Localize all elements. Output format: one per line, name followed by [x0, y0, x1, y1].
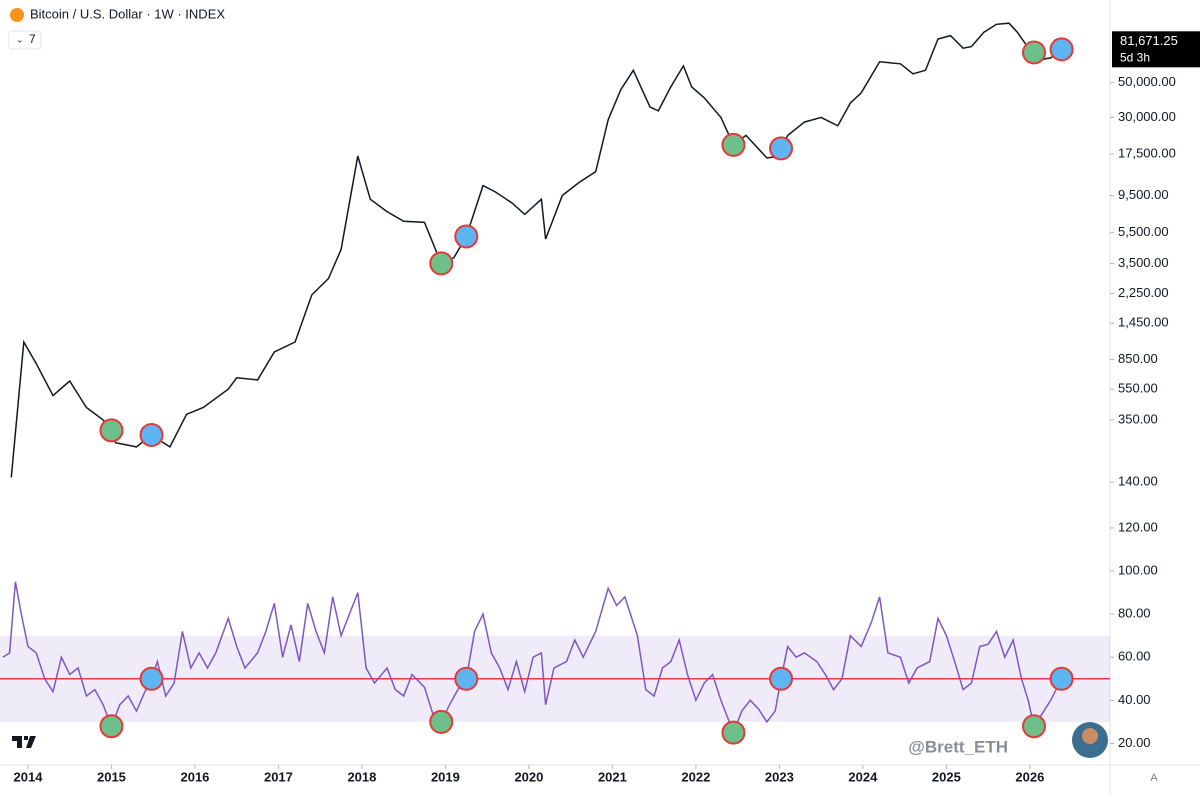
tv-logo: [12, 736, 36, 748]
breakouts-marker: [1049, 37, 1074, 62]
indicators-count: 7: [29, 32, 36, 46]
last-price-label: 81,671.25: [1120, 33, 1178, 48]
indicators-toggle[interactable]: [8, 30, 42, 50]
breakouts-marker: [454, 224, 479, 249]
bottoms-marker: [721, 720, 746, 745]
y-tick-label: 5,500.00: [1118, 224, 1169, 239]
bottoms-marker: [99, 714, 124, 739]
y-tick-label: 50,000.00: [1118, 74, 1176, 89]
x-tick-label: 2021: [598, 769, 627, 784]
avatar-face: [1082, 728, 1098, 744]
breakouts-marker: [1049, 666, 1074, 691]
breakouts-marker: [139, 423, 164, 448]
bottoms-marker: [1022, 714, 1047, 739]
y-tick-label: 80.00: [1118, 606, 1151, 621]
y-tick-label: 350.00: [1118, 411, 1158, 426]
y-tick-label: 9,500.00: [1118, 187, 1169, 202]
y-tick-label: 1,450.00: [1118, 315, 1169, 330]
y-tick-label: 30,000.00: [1118, 109, 1176, 124]
x-tick-label: 2016: [180, 769, 209, 784]
y-tick-label: 20.00: [1118, 735, 1151, 750]
y-tick-label: 60.00: [1118, 649, 1151, 664]
y-tick-label: 100.00: [1118, 562, 1158, 577]
y-tick-label: 550.00: [1118, 381, 1158, 396]
bottoms-marker: [429, 709, 454, 734]
coin-icon: [10, 8, 24, 22]
x-tick-label: 2023: [765, 769, 794, 784]
auto-scale-button[interactable]: [1143, 768, 1165, 788]
y-tick-label: 120.00: [1118, 519, 1158, 534]
x-tick-label: 2017: [264, 769, 293, 784]
last-price-box: [1112, 31, 1200, 68]
watermark: @Brett_ETH: [908, 737, 1008, 756]
x-tick-label: 2015: [97, 769, 126, 784]
series-line: [10, 22, 1063, 478]
breakouts-marker: [139, 666, 164, 691]
breakouts-marker: [454, 666, 479, 691]
countdown-label: 5d 3h: [1120, 50, 1150, 64]
bottoms-marker: [429, 251, 454, 276]
y-tick-label: 17,500.00: [1118, 145, 1176, 160]
bottoms-marker: [1022, 40, 1047, 65]
x-tick-label: 2024: [848, 769, 878, 784]
y-tick-label: 2,250.00: [1118, 285, 1169, 300]
breakouts-marker: [769, 136, 794, 161]
chart-title: Bitcoin / U.S. Dollar · 1W · INDEX: [30, 6, 225, 21]
x-tick-label: 2022: [681, 769, 710, 784]
y-tick-label: 140.00: [1118, 474, 1158, 489]
bottoms-marker: [721, 132, 746, 157]
chevron-icon: ⌄: [16, 34, 24, 44]
y-tick-label: 40.00: [1118, 692, 1151, 707]
x-tick-label: 2018: [347, 769, 376, 784]
x-tick-label: 2019: [431, 769, 460, 784]
bottoms-marker: [99, 418, 124, 443]
breakouts-marker: [769, 666, 794, 691]
auto-scale-label: A: [1150, 772, 1158, 784]
x-tick-label: 2025: [932, 769, 961, 784]
x-tick-label: 2020: [514, 769, 543, 784]
x-tick-label: 2026: [1015, 769, 1044, 784]
x-tick-label: 2014: [14, 769, 44, 784]
y-tick-label: 3,500.00: [1118, 255, 1169, 270]
y-tick-label: 850.00: [1118, 351, 1158, 366]
